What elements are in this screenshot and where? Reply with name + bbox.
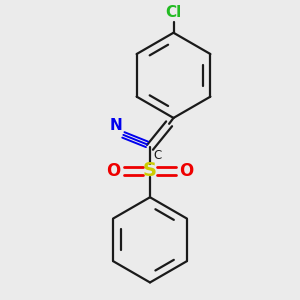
Text: N: N <box>109 118 122 134</box>
Text: O: O <box>179 162 194 180</box>
Text: Cl: Cl <box>165 4 182 20</box>
Text: C: C <box>154 149 162 162</box>
Text: O: O <box>106 162 121 180</box>
Text: S: S <box>143 161 157 180</box>
